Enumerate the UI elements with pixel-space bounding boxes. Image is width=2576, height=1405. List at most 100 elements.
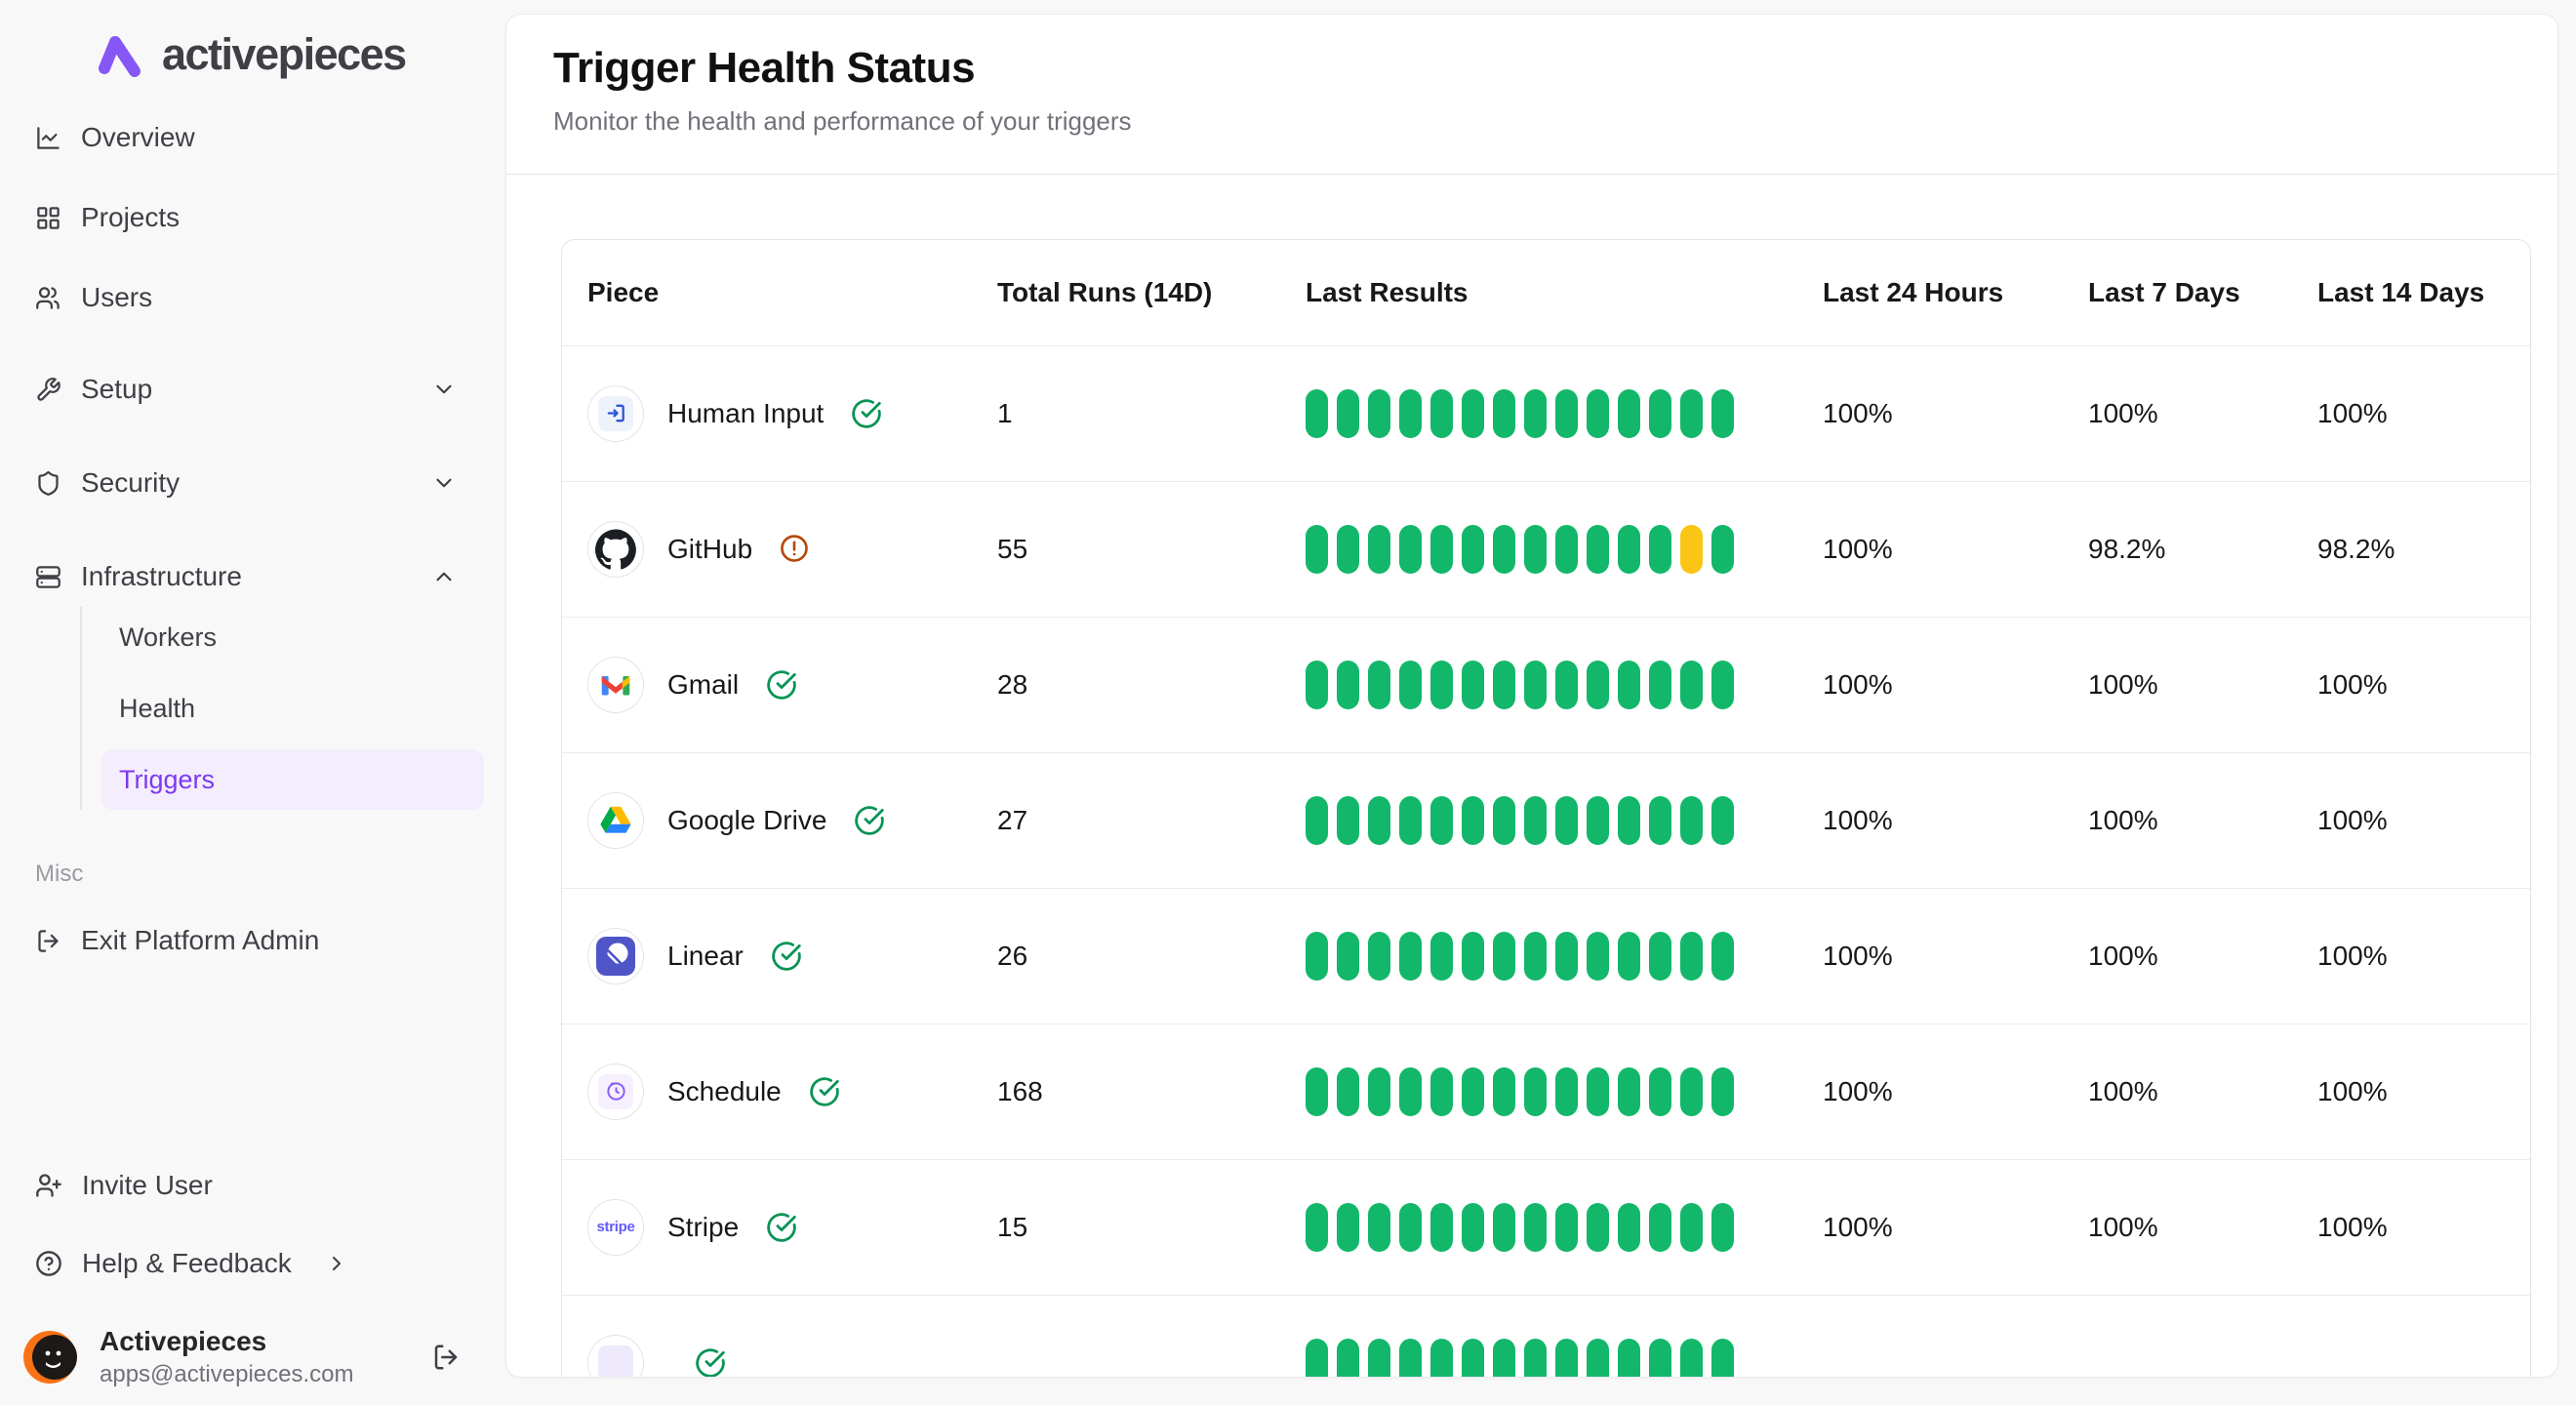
users-icon [35,285,61,311]
result-pill-green [1524,1066,1547,1116]
result-pill-green [1618,1338,1640,1377]
last-results-bars [1306,660,1797,709]
result-pill-green [1430,1338,1453,1377]
column-header-last-results: Last Results [1306,276,1469,307]
result-pill-green [1649,1066,1671,1116]
result-pill-green [1680,1202,1703,1252]
ghost-piece-icon [598,1345,633,1377]
last-14-days-value: 98.2% [2317,533,2395,564]
result-pill-green [1618,660,1640,709]
piece-avatar [587,1063,644,1120]
result-pill-green [1649,795,1671,845]
help-feedback-label: Help & Feedback [82,1248,292,1278]
last-results-bars [1306,388,1797,438]
stripe-icon: stripe [596,1219,635,1235]
result-pill-green [1587,660,1609,709]
table-row-linear: Linear 26 100% 100% 100% [562,888,2530,1024]
result-pill-green [1587,388,1609,438]
status-ok-icon [766,1212,797,1243]
last-7-days-value: 100% [2088,397,2158,428]
result-pill-green [1368,795,1390,845]
total-runs-value: 27 [997,804,1028,835]
result-pill-green [1399,660,1422,709]
profile-menu[interactable]: Activepieces apps@activepieces.com [23,1320,470,1394]
last-14-days-value: 100% [2317,1211,2388,1242]
result-pill-green [1337,388,1359,438]
logout-icon[interactable] [431,1343,461,1372]
result-pill-green [1430,524,1453,574]
status-ok-icon [771,941,802,972]
sidebar-item-projects[interactable]: Projects [35,178,464,258]
total-runs-value: 55 [997,533,1028,564]
result-pill-green [1368,1066,1390,1116]
piece-name: GitHub [667,533,753,564]
sidebar-item-security[interactable]: Security [35,443,464,523]
result-pill-green [1306,1338,1328,1377]
result-pill-green [1493,1338,1515,1377]
piece-avatar [587,520,644,578]
result-pill-green [1368,1338,1390,1377]
linear-icon [596,936,635,976]
grid-icon [35,205,61,231]
trigger-health-table: Piece Total Runs (14D) Last Results Last 24… [561,239,2531,1377]
piece-avatar: stripe [587,1198,644,1256]
last-results-bars [1306,795,1797,845]
status-ok-icon [809,1076,840,1107]
sidebar-item-label: Setup [81,374,153,404]
human-input-icon [598,395,633,431]
column-header-total-runs-14d-: Total Runs (14D) [997,276,1213,307]
last-7-days-value: 100% [2088,668,2158,700]
result-pill-green [1618,388,1640,438]
result-pill-green [1493,660,1515,709]
sidebar-subitem-health[interactable]: Health [101,678,484,739]
sidebar-item-users[interactable]: Users [35,258,464,338]
help-feedback-button[interactable]: Help & Feedback [35,1232,470,1295]
sidebar-item-infrastructure[interactable]: Infrastructure [35,537,464,617]
result-pill-green [1399,1066,1422,1116]
last-14-days-value: 100% [2317,668,2388,700]
last-24-hours-value: 100% [1823,1075,1893,1106]
result-pill-green [1618,931,1640,981]
schedule-icon [598,1073,633,1109]
result-pill-green [1462,795,1484,845]
sidebar-subitem-label: Health [119,693,196,723]
result-pill-green [1524,795,1547,845]
piece-avatar [587,1334,644,1377]
sidebar-item-exit-platform-admin[interactable]: Exit Platform Admin [35,909,505,972]
status-warning-icon [780,534,811,565]
server-icon [35,564,61,590]
status-ok-icon [854,805,885,836]
last-24-hours-value: 100% [1823,1211,1893,1242]
table-row-schedule: Schedule 168 100% 100% 100% [562,1024,2530,1159]
result-pill-green [1649,1202,1671,1252]
piece-avatar [587,656,644,713]
sidebar-item-overview[interactable]: Overview [35,98,464,178]
sidebar-item-setup[interactable]: Setup [35,349,464,429]
result-pill-green [1587,795,1609,845]
result-pill-green [1493,795,1515,845]
exit-icon [35,928,61,954]
result-pill-green [1306,524,1328,574]
result-pill-green [1587,524,1609,574]
result-pill-green [1368,660,1390,709]
result-pill-green [1555,1338,1578,1377]
piece-name: Stripe [667,1211,740,1242]
result-pill-yellow [1680,524,1703,574]
sidebar-subitem-triggers[interactable]: Triggers [101,749,484,810]
invite-user-button[interactable]: Invite User [35,1154,470,1217]
brand-logo: activepieces [92,27,505,82]
sidebar-nav: Overview Projects Users Setup Security I… [35,98,505,617]
result-pill-green [1618,1202,1640,1252]
result-pill-green [1337,1066,1359,1116]
chevron-right-icon [325,1252,348,1275]
result-pill-green [1368,524,1390,574]
result-pill-green [1680,1338,1703,1377]
piece-name: Google Drive [667,804,827,835]
result-pill-green [1493,524,1515,574]
result-pill-green [1430,660,1453,709]
result-pill-green [1493,1066,1515,1116]
wrench-icon [35,377,61,403]
sidebar-subnav: Workers Health Triggers [80,607,505,810]
result-pill-green [1493,388,1515,438]
sidebar-subitem-workers[interactable]: Workers [101,607,484,667]
